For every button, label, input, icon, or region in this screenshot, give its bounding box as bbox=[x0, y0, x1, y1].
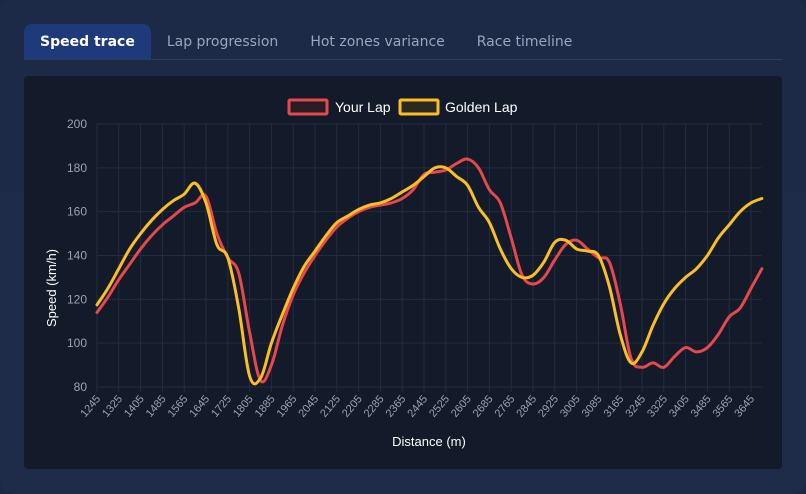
chart-grid bbox=[96, 123, 762, 392]
legend-label-golden-lap: Golden Lap bbox=[445, 99, 518, 115]
x-tick-label: 1965 bbox=[275, 393, 300, 419]
y-axis-ticks: 80 100 120 140 160 180 200 bbox=[67, 117, 87, 394]
golden-lap-line[interactable] bbox=[95, 165, 764, 386]
y-tick-label: 140 bbox=[67, 249, 87, 263]
y-tick-label: 120 bbox=[67, 292, 87, 306]
legend-swatch-golden-lap bbox=[398, 98, 440, 116]
x-tick-label: 2125 bbox=[318, 393, 343, 419]
tab-lap-progression[interactable]: Lap progression bbox=[166, 34, 279, 50]
x-tick-label: 3325 bbox=[645, 393, 670, 419]
x-tick-label: 1805 bbox=[231, 393, 256, 419]
legend-item-your-lap[interactable]: Your Lap bbox=[287, 98, 391, 116]
x-tick-label: 2925 bbox=[536, 393, 561, 419]
tab-race-timeline[interactable]: Race timeline bbox=[476, 34, 573, 50]
x-tick-label: 3165 bbox=[602, 393, 627, 419]
speed-trace-chart: 80 100 120 140 160 180 200 1245132514051485156… bbox=[44, 98, 764, 449]
y-tick-label: 180 bbox=[67, 161, 87, 175]
x-tick-label: 3245 bbox=[623, 393, 648, 419]
x-tick-label: 2685 bbox=[471, 393, 496, 419]
x-tick-label: 3085 bbox=[580, 393, 605, 419]
your-lap-line[interactable] bbox=[95, 157, 764, 384]
x-axis-ticks: 1245132514051485156516451725180518851965… bbox=[78, 393, 757, 419]
x-axis-title: Distance (m) bbox=[392, 434, 466, 449]
tab-speed-trace[interactable]: Speed trace bbox=[24, 24, 151, 59]
x-tick-label: 1725 bbox=[209, 393, 234, 419]
x-tick-label: 2765 bbox=[493, 393, 518, 419]
x-tick-label: 2365 bbox=[384, 393, 409, 419]
x-tick-label: 2205 bbox=[340, 393, 365, 419]
x-tick-label: 2285 bbox=[362, 393, 387, 419]
x-tick-label: 1325 bbox=[100, 393, 125, 419]
x-tick-label: 2045 bbox=[296, 393, 321, 419]
x-tick-label: 1645 bbox=[187, 393, 212, 419]
legend-label-your-lap: Your Lap bbox=[335, 99, 391, 115]
x-tick-label: 2445 bbox=[405, 393, 430, 419]
chart-lines bbox=[95, 157, 764, 386]
y-tick-label: 160 bbox=[67, 205, 87, 219]
x-tick-label: 3645 bbox=[732, 393, 757, 419]
chart-panel: 80 100 120 140 160 180 200 1245 1325 1405 1485 156… bbox=[24, 76, 782, 469]
x-tick-label: 3005 bbox=[558, 393, 583, 419]
x-tick-label: 3405 bbox=[667, 393, 692, 419]
x-tick-label: 1245 bbox=[78, 393, 103, 419]
x-tick-label: 2845 bbox=[514, 393, 539, 419]
x-tick-label: 1565 bbox=[166, 393, 191, 419]
legend-swatch-your-lap bbox=[287, 98, 329, 116]
legend: Your Lap Golden Lap bbox=[287, 98, 518, 116]
y-axis-title: Speed (km/h) bbox=[44, 249, 59, 327]
x-tick-label: 1885 bbox=[253, 393, 278, 419]
tab-hot-zones-variance[interactable]: Hot zones variance bbox=[310, 34, 445, 50]
y-tick-label: 80 bbox=[74, 380, 88, 394]
x-tick-label: 2525 bbox=[427, 393, 452, 419]
x-tick-label: 3485 bbox=[689, 393, 714, 419]
tab-bar: Speed trace Lap progression Hot zones va… bbox=[24, 24, 782, 60]
x-tick-label: 1485 bbox=[144, 393, 169, 419]
x-tick-label: 2605 bbox=[449, 393, 474, 419]
y-tick-label: 200 bbox=[67, 117, 87, 131]
legend-item-golden-lap[interactable]: Golden Lap bbox=[398, 98, 518, 116]
y-tick-label: 100 bbox=[67, 336, 87, 350]
x-tick-label: 1405 bbox=[122, 393, 147, 419]
x-tick-label: 3565 bbox=[711, 393, 736, 419]
